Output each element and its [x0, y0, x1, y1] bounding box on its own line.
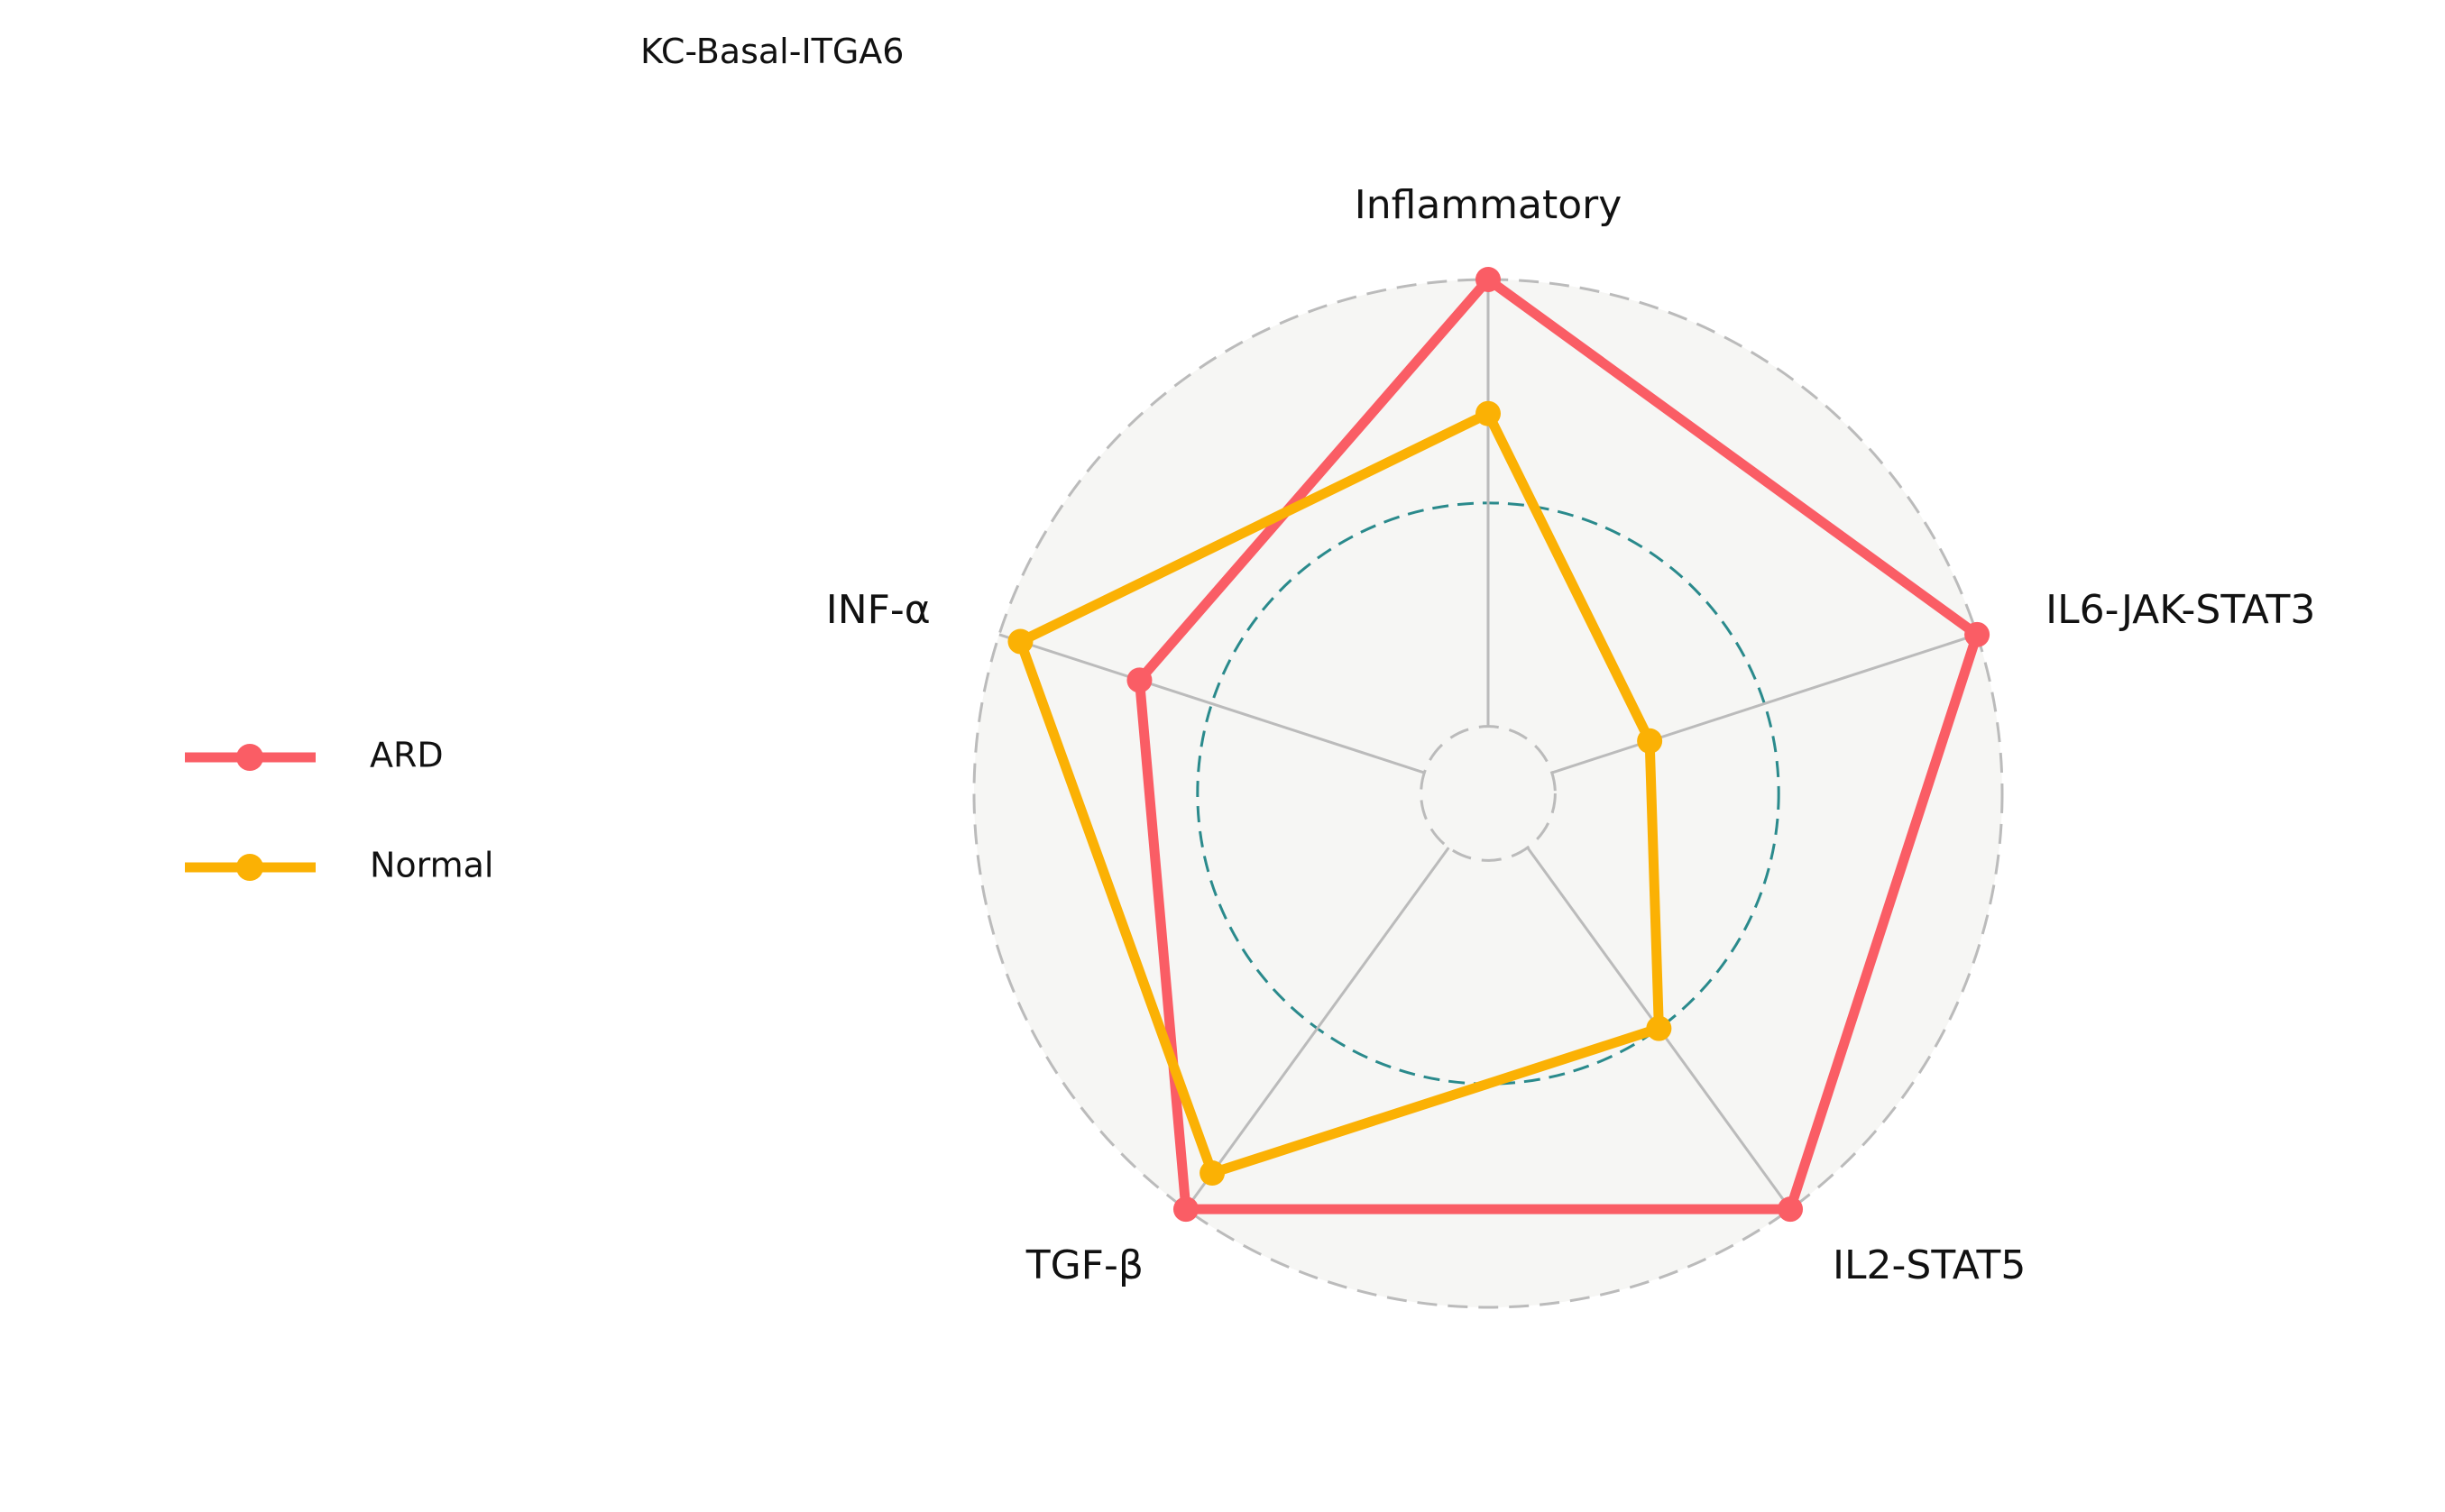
outer-grid-ring: [972, 278, 2004, 1309]
series-line-normal: [1014, 407, 1664, 1179]
series-normal: [1007, 400, 1672, 1187]
point-normal-il2-stat5: [1646, 1015, 1672, 1041]
point-normal-inf: [1007, 628, 1034, 655]
point-normal-tgf: [1200, 1160, 1226, 1187]
spoke-il6-jak-stat3: [1551, 633, 1978, 774]
point-ard-inf: [1126, 667, 1153, 693]
axis-labels: Inflammatory IL6-JAK-STAT3 IL2-STAT5 TGF-β I…: [826, 182, 2316, 1288]
legend: ARD Normal: [185, 736, 494, 885]
axis-label-inf: INF-α: [826, 587, 931, 633]
legend-marker-normal: [236, 854, 263, 881]
series-layer: [1007, 267, 1990, 1223]
point-ard-il6-jak-stat3: [1964, 621, 1990, 647]
legend-marker-ard: [236, 744, 263, 771]
legend-label-normal: Normal: [370, 846, 494, 885]
legend-item-normal: Normal: [185, 846, 494, 885]
chart-title: KC-Basal-ITGA6: [640, 32, 904, 71]
point-normal-il6-jak-stat3: [1637, 728, 1663, 754]
axis-label-il2-stat5: IL2-STAT5: [1833, 1242, 2026, 1288]
point-normal-inflammatory: [1475, 400, 1501, 426]
legend-label-ard: ARD: [370, 736, 444, 775]
point-ard-inflammatory: [1475, 267, 1501, 292]
spoke-tgf: [1184, 847, 1450, 1211]
series-line-ard: [1134, 272, 1983, 1214]
point-ard-tgf: [1172, 1196, 1199, 1223]
point-ard-il2-stat5: [1778, 1196, 1804, 1223]
axis-spokes: [998, 279, 1978, 1211]
plot-area: Inflammatory IL6-JAK-STAT3 IL2-STAT5 TGF-β I…: [826, 182, 2316, 1309]
axis-label-tgf: TGF-β: [1025, 1242, 1144, 1288]
axis-label-inflammatory: Inflammatory: [1355, 182, 1622, 228]
spoke-inf: [998, 633, 1425, 774]
series-ard: [1126, 267, 1990, 1223]
legend-item-ard: ARD: [185, 736, 444, 775]
axis-label-il6-jak-stat3: IL6-JAK-STAT3: [2045, 587, 2315, 633]
